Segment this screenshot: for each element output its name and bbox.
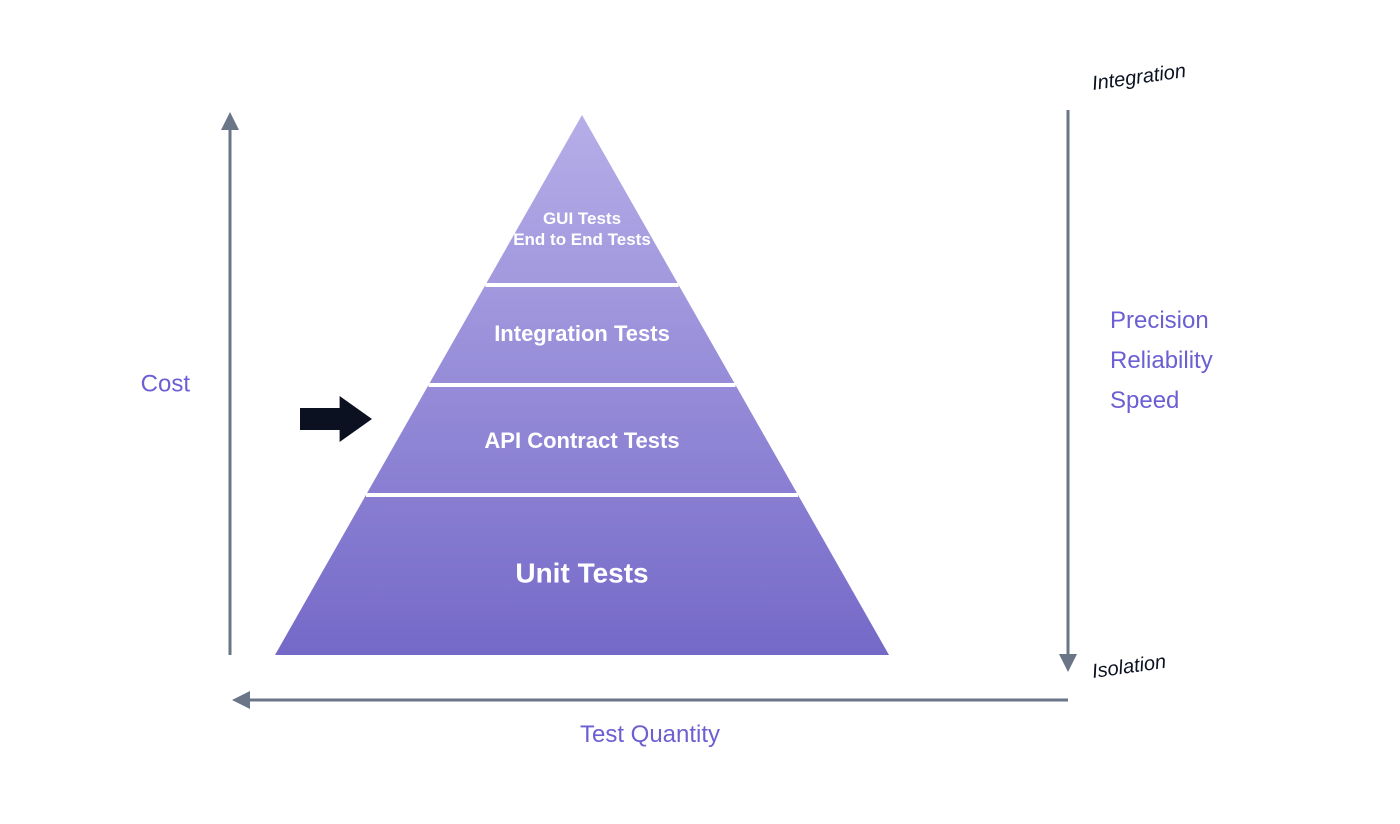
- integration-axis-bottom-label: Isolation: [1091, 651, 1168, 683]
- pyramid-layer-label-integration-tests: Integration Tests: [494, 321, 670, 346]
- diagram-stage: GUI Tests End to End Tests Integration Tes…: [0, 0, 1400, 824]
- pyramid-layer-label-gui-tests: End to End Tests: [513, 230, 651, 249]
- quantity-axis-label: Test Quantity: [580, 721, 720, 748]
- pyramid-layer-label-api-contract-tests: API Contract Tests: [484, 428, 679, 453]
- quantity-axis-arrowhead: [232, 691, 250, 709]
- pyramid-layer-label-gui-tests: GUI Tests: [543, 209, 621, 228]
- right-axis-side-label-speed: Speed: [1110, 387, 1179, 414]
- cost-axis-label: Cost: [141, 371, 191, 398]
- integration-axis-top-label: Integration: [1091, 60, 1188, 95]
- integration-axis-arrowhead: [1059, 654, 1077, 672]
- cost-axis-arrowhead: [221, 112, 239, 130]
- pointer-arrow-icon: [300, 396, 372, 442]
- pyramid-layer-label-unit-tests: Unit Tests: [515, 557, 648, 588]
- right-axis-side-label-reliability: Reliability: [1110, 347, 1213, 374]
- pyramid-svg: GUI Tests End to End Tests Integration Tes…: [0, 0, 1400, 824]
- right-axis-side-label-precision: Precision: [1110, 307, 1209, 334]
